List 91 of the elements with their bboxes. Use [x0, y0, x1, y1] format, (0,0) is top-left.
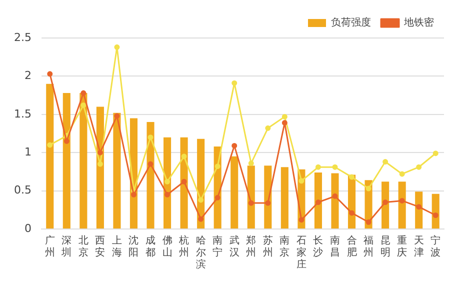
- point: [198, 216, 204, 222]
- bar: [432, 194, 440, 228]
- x-tick-label: 深圳: [60, 234, 72, 259]
- point: [130, 192, 136, 198]
- y-tick-label: 1.5: [14, 107, 32, 120]
- legend-label: 负荷强度: [331, 16, 371, 29]
- point: [214, 164, 220, 170]
- x-tick-label: 郑州: [246, 234, 256, 259]
- y-tick-label: 0: [24, 222, 32, 235]
- point: [432, 212, 438, 218]
- x-tick-label: 西安: [95, 236, 106, 259]
- point: [148, 134, 154, 140]
- y-tick-label: 1: [24, 145, 32, 158]
- x-tick-label: 福州: [364, 234, 374, 259]
- bar: [398, 182, 406, 228]
- point: [298, 178, 304, 184]
- point: [47, 71, 53, 77]
- point: [349, 174, 355, 180]
- x-tick-label: 广州: [44, 234, 55, 259]
- bar: [415, 192, 423, 228]
- point: [315, 164, 321, 170]
- point: [432, 150, 438, 156]
- point: [181, 154, 187, 160]
- point: [248, 200, 254, 206]
- x-tick-label: 上海: [112, 234, 122, 259]
- y-tick-label: 0.5: [14, 184, 32, 197]
- point: [265, 125, 271, 131]
- point: [416, 204, 422, 210]
- point: [282, 120, 288, 126]
- point: [181, 178, 187, 184]
- point: [47, 142, 53, 148]
- x-tick-label: 哈尔滨: [196, 234, 206, 271]
- bar: [46, 84, 54, 228]
- point: [114, 44, 120, 50]
- point: [97, 150, 103, 156]
- point: [164, 178, 170, 184]
- x-tick-label: 南昌: [330, 234, 340, 259]
- point: [382, 200, 388, 206]
- y-tick-label: 2: [24, 69, 32, 82]
- point: [214, 194, 220, 200]
- point: [382, 159, 388, 165]
- x-tick-label: 杭州: [178, 234, 190, 259]
- x-tick-label: 重庆: [397, 234, 408, 259]
- point: [399, 198, 405, 204]
- point: [164, 192, 170, 198]
- point: [232, 80, 238, 86]
- point: [332, 164, 338, 170]
- point: [64, 138, 70, 144]
- bar: [280, 167, 288, 228]
- legend-label: 地铁密: [403, 16, 434, 29]
- x-tick-label: 南宁: [212, 234, 223, 259]
- point: [248, 160, 254, 166]
- bar: [314, 172, 322, 228]
- point: [265, 200, 271, 206]
- bar: [247, 166, 255, 228]
- bar: [113, 112, 121, 228]
- x-tick-label: 合肥: [346, 234, 357, 259]
- x-tick-label: 石家庄: [296, 236, 306, 271]
- point: [80, 102, 86, 108]
- x-tick-label: 佛山: [162, 236, 172, 259]
- point: [298, 217, 304, 223]
- point: [315, 200, 321, 206]
- point: [282, 114, 288, 120]
- x-tick-label: 苏州: [262, 234, 273, 259]
- x-tick-label: 长沙: [313, 234, 324, 259]
- bar: [382, 182, 390, 228]
- x-tick-label: 沈阳: [128, 234, 139, 259]
- point: [114, 113, 120, 119]
- bar: [80, 93, 88, 228]
- point: [416, 164, 422, 170]
- x-tick-label: 成都: [146, 234, 156, 259]
- x-tick-label: 南京: [280, 234, 290, 259]
- point: [198, 197, 204, 203]
- x-tick-label: 天津: [414, 236, 424, 259]
- x-tick-label: 昆明: [380, 236, 390, 259]
- bar: [62, 93, 70, 228]
- point: [366, 219, 372, 225]
- point: [97, 161, 103, 167]
- point: [232, 142, 238, 148]
- y-tick-label: 2.5: [14, 30, 32, 44]
- bar: [331, 173, 339, 228]
- bar: [230, 156, 238, 228]
- point: [80, 90, 86, 96]
- point: [332, 193, 338, 199]
- x-tick-label: 北京: [78, 234, 88, 259]
- x-tick-label: 武汉: [229, 234, 240, 259]
- x-tick-label: 宁波: [430, 234, 441, 259]
- point: [366, 186, 372, 192]
- point: [349, 210, 355, 216]
- point: [148, 161, 154, 167]
- point: [399, 171, 405, 177]
